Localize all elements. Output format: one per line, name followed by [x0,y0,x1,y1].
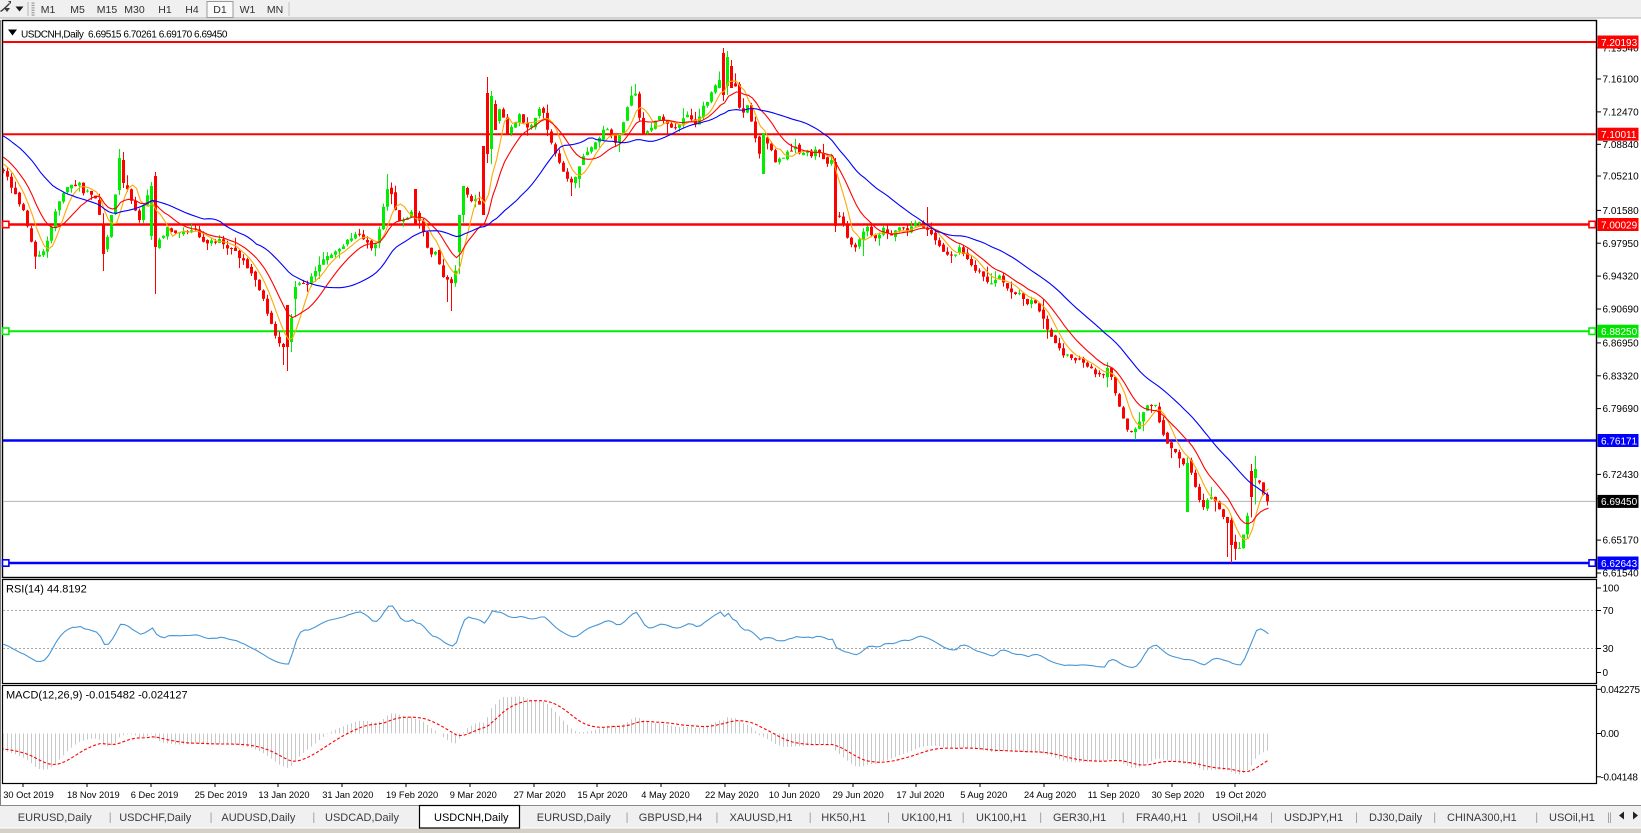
svg-text:30 Sep 2020: 30 Sep 2020 [1152,790,1205,800]
svg-text:CHINA300,H1: CHINA300,H1 [1447,812,1517,824]
svg-text:6.94320: 6.94320 [1603,272,1640,283]
svg-text:USDCHF,Daily: USDCHF,Daily [119,812,192,824]
svg-text:7.10011: 7.10011 [1601,130,1637,141]
svg-text:6.97950: 6.97950 [1603,239,1640,250]
svg-text:FRA40,H1: FRA40,H1 [1136,812,1187,824]
svg-text:M30: M30 [124,4,145,16]
svg-text:25 Dec 2019: 25 Dec 2019 [195,790,248,800]
svg-text:|: | [312,812,315,824]
svg-text:5 Aug 2020: 5 Aug 2020 [960,790,1007,800]
svg-text:7.00029: 7.00029 [1601,220,1638,231]
svg-text:|: | [887,812,890,824]
svg-text:AUDUSD,Daily: AUDUSD,Daily [221,812,295,824]
svg-text:6.65170: 6.65170 [1603,536,1640,547]
svg-text:6.61540: 6.61540 [1603,569,1640,580]
svg-text:31 Jan 2020: 31 Jan 2020 [322,790,373,800]
svg-text:0.00: 0.00 [1601,729,1620,740]
svg-text:|: | [1122,812,1125,824]
svg-text:7.12470: 7.12470 [1603,108,1640,119]
svg-text:9 Mar 2020: 9 Mar 2020 [450,790,497,800]
svg-text:USOil,H4: USOil,H4 [1212,812,1258,824]
svg-text:4 May 2020: 4 May 2020 [641,790,690,800]
svg-text:7.05210: 7.05210 [1603,172,1640,183]
svg-text:UK100,H1: UK100,H1 [976,812,1027,824]
svg-text:M15: M15 [97,4,118,16]
svg-text:MACD(12,26,9) -0.015482 -0.024: MACD(12,26,9) -0.015482 -0.024127 [6,690,188,702]
svg-text:6.83320: 6.83320 [1603,371,1640,382]
svg-text:7.20193: 7.20193 [1601,38,1638,49]
svg-text:HK50,H1: HK50,H1 [821,812,866,824]
svg-text:6.79690: 6.79690 [1603,404,1640,415]
svg-text:6.86950: 6.86950 [1603,339,1640,350]
svg-text:|: | [1535,812,1538,824]
svg-text:|: | [210,812,213,824]
svg-text:H1: H1 [158,4,172,16]
svg-text:19 Feb 2020: 19 Feb 2020 [386,790,438,800]
svg-text:W1: W1 [240,4,256,16]
svg-text:USDCNH,Daily 6.69515 6.70261: USDCNH,Daily 6.69515 6.70261 6.69170 6.6… [21,30,228,41]
svg-text:0.042275: 0.042275 [1601,685,1641,696]
svg-text:6 Dec 2019: 6 Dec 2019 [131,790,179,800]
svg-text:M1: M1 [41,4,56,16]
svg-text:6.62643: 6.62643 [1601,559,1638,570]
svg-text:RSI(14) 44.8192: RSI(14) 44.8192 [6,584,87,596]
svg-text:7.16100: 7.16100 [1603,75,1640,86]
svg-text:22 May 2020: 22 May 2020 [705,790,759,800]
svg-text:13 Jan 2020: 13 Jan 2020 [258,790,309,800]
svg-text:D1: D1 [213,4,227,16]
svg-text:|: | [1039,812,1042,824]
svg-text:11 Sep 2020: 11 Sep 2020 [1088,790,1140,800]
svg-text:30: 30 [1603,644,1615,655]
svg-text:7.08840: 7.08840 [1603,140,1640,151]
svg-text:M5: M5 [70,4,85,16]
svg-text:UK100,H1: UK100,H1 [901,812,952,824]
svg-text:|: | [1607,812,1610,824]
svg-text:H4: H4 [185,4,199,16]
svg-text:|: | [1433,812,1436,824]
svg-text:|: | [809,812,812,824]
svg-text:7.19540: 7.19540 [1603,44,1640,55]
svg-text:EURUSD,Daily: EURUSD,Daily [18,812,92,824]
svg-text:0: 0 [1603,668,1609,679]
svg-text:6.76171: 6.76171 [1601,436,1638,447]
svg-text:6.69450: 6.69450 [1601,497,1638,508]
svg-text:6.72430: 6.72430 [1603,470,1640,481]
svg-text:USDJPY,H1: USDJPY,H1 [1284,812,1343,824]
svg-text:-0.04148: -0.04148 [1601,772,1639,783]
svg-text:DJ30,Daily: DJ30,Daily [1369,812,1423,824]
svg-text:70: 70 [1603,606,1615,617]
svg-text:100: 100 [1603,584,1620,595]
svg-text:GER30,H1: GER30,H1 [1053,812,1106,824]
svg-text:24 Aug 2020: 24 Aug 2020 [1024,790,1076,800]
svg-text:USDCNH,Daily: USDCNH,Daily [434,812,509,824]
svg-text:USOil,H1: USOil,H1 [1549,812,1595,824]
svg-text:17 Jul 2020: 17 Jul 2020 [896,790,944,800]
svg-text:27 Mar 2020: 27 Mar 2020 [514,790,566,800]
svg-text:|: | [626,812,629,824]
svg-text:EURUSD,Daily: EURUSD,Daily [537,812,611,824]
svg-text:|: | [716,812,719,824]
svg-text:MN: MN [267,4,283,16]
svg-text:USDCAD,Daily: USDCAD,Daily [325,812,399,824]
svg-text:6.88250: 6.88250 [1601,327,1638,338]
svg-text:|: | [1355,812,1358,824]
svg-text:XAUUSD,H1: XAUUSD,H1 [730,812,793,824]
svg-text:19 Oct 2020: 19 Oct 2020 [1215,790,1266,800]
svg-text:|: | [1609,812,1612,824]
svg-text:|: | [109,812,112,824]
svg-text:15 Apr 2020: 15 Apr 2020 [577,790,627,800]
svg-text:|: | [1270,812,1273,824]
svg-text:30 Oct 2019: 30 Oct 2019 [3,790,54,800]
svg-text:GBPUSD,H4: GBPUSD,H4 [639,812,703,824]
svg-text:29 Jun 2020: 29 Jun 2020 [833,790,884,800]
svg-text:10 Jun 2020: 10 Jun 2020 [769,790,820,800]
svg-text:|: | [1198,812,1201,824]
svg-text:6.90690: 6.90690 [1603,305,1640,316]
svg-text:|: | [962,812,965,824]
svg-text:18 Nov 2019: 18 Nov 2019 [67,790,120,800]
svg-text:7.01580: 7.01580 [1603,206,1640,217]
